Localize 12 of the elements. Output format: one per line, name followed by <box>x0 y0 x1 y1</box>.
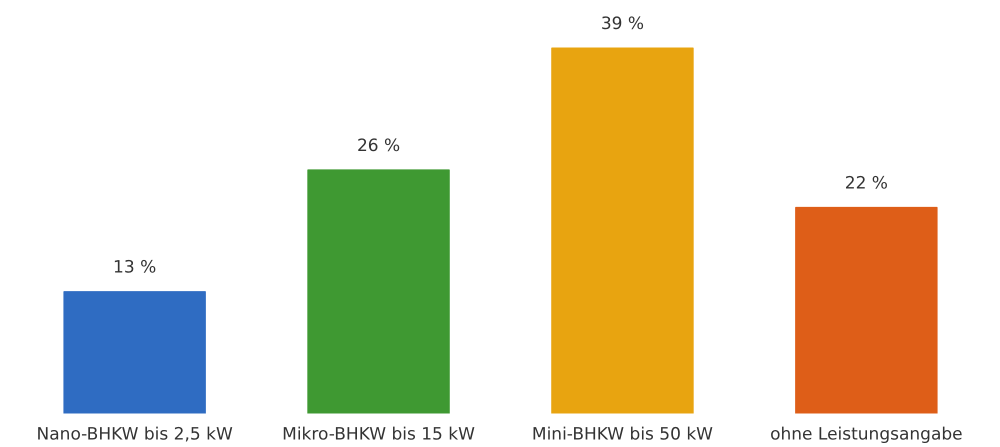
x-tick-label: ohne Leistungsangabe <box>770 424 963 444</box>
data-label: 26 % <box>356 136 400 156</box>
bar <box>307 169 450 414</box>
x-tick-label: Nano-BHKW bis 2,5 kW <box>36 424 233 444</box>
x-tick-label: Mikro-BHKW bis 15 kW <box>282 424 476 444</box>
bar <box>551 48 694 414</box>
data-label: 22 % <box>844 173 888 194</box>
bar <box>63 291 206 414</box>
x-tick-label: Mini-BHKW bis 50 kW <box>532 424 714 444</box>
data-label: 39 % <box>600 14 644 34</box>
data-label: 13 % <box>113 258 156 278</box>
bar <box>795 206 938 414</box>
